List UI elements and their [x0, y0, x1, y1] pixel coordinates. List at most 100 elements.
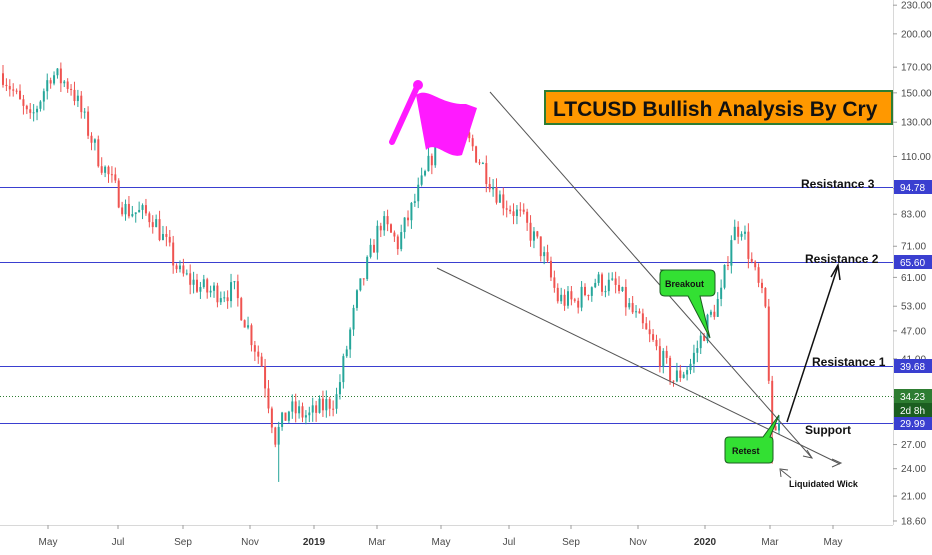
candle-body — [342, 356, 345, 383]
candle-body — [655, 339, 658, 347]
candle-body — [138, 209, 141, 213]
candle-body — [267, 388, 270, 409]
candle-body — [539, 236, 542, 257]
candle-body — [253, 345, 256, 352]
candle-body — [713, 311, 716, 317]
price-tick-label: 83.00 — [901, 210, 926, 221]
candle-body — [635, 311, 638, 313]
price-tick-label: 230.00 — [901, 1, 932, 12]
candle-body — [46, 80, 49, 92]
candle-body — [63, 81, 66, 84]
candle-body — [192, 279, 195, 285]
candle-body — [131, 214, 134, 217]
candle-body — [196, 279, 198, 292]
candle-body — [390, 224, 392, 233]
candle-body — [686, 370, 689, 375]
flag-cloth — [416, 92, 477, 156]
candle-body — [233, 281, 236, 283]
price-tag-value: 65.60 — [900, 258, 925, 269]
candle-body — [485, 163, 488, 185]
candle-body — [590, 287, 593, 296]
candle-body — [682, 374, 685, 378]
candle-body — [151, 222, 154, 228]
time-axis[interactable]: May Jul Sep Nov 2019 Mar May Jul Sep Nov 2020 Mar Ma… — [39, 525, 843, 548]
candle-body — [536, 231, 539, 237]
candle-body — [134, 212, 137, 215]
price-tick-label: 53.00 — [901, 302, 926, 313]
candle-body — [407, 217, 410, 221]
candle-body — [560, 294, 563, 302]
candle-body — [543, 252, 546, 257]
candle-body — [641, 313, 644, 324]
candle-body — [754, 261, 757, 268]
candle-body — [410, 202, 413, 221]
candle-body — [424, 171, 427, 176]
price-tick-label: 24.00 — [901, 464, 926, 475]
candle-body — [699, 335, 702, 349]
candle-body — [631, 303, 634, 313]
candle-body — [512, 211, 515, 216]
candle-body — [148, 213, 151, 223]
candle-body — [505, 208, 508, 210]
candle-body — [740, 233, 743, 237]
candle-body — [264, 366, 267, 389]
candle-body — [549, 260, 552, 278]
candle-body — [39, 101, 42, 109]
candle-body — [529, 222, 532, 241]
candle-body — [338, 382, 341, 395]
price-tick-label: 200.00 — [901, 29, 932, 40]
candle-body — [311, 405, 314, 413]
candle-body — [570, 291, 573, 300]
candle-body — [709, 311, 712, 315]
candle-body — [369, 244, 372, 257]
candle-body — [628, 303, 631, 308]
price-tick-label: 18.60 — [901, 516, 926, 527]
target-arrowhead — [830, 262, 841, 281]
candle-body — [366, 256, 369, 279]
breakout-label: Breakout — [665, 279, 704, 289]
wick-leader-line — [780, 469, 792, 479]
candle-body — [645, 323, 648, 330]
candle-body — [386, 216, 389, 225]
flag-pole — [389, 82, 421, 145]
candle-body — [566, 291, 569, 306]
retest-label: Retest — [732, 446, 760, 456]
time-tick-label: 2020 — [694, 537, 717, 548]
candle-body — [104, 166, 107, 173]
price-tick-label: 61.00 — [901, 273, 926, 284]
breakout-callout — [659, 269, 716, 339]
candle-body — [760, 282, 763, 289]
candle-body — [352, 307, 355, 330]
candle-body — [2, 73, 4, 85]
candle-body — [743, 231, 746, 234]
candle-body — [468, 132, 471, 139]
candle-body — [335, 394, 338, 409]
candle-body — [764, 288, 767, 307]
price-tag-bg — [894, 180, 932, 194]
candle-body — [90, 135, 93, 143]
candle-body — [757, 267, 760, 283]
candle-body — [230, 282, 233, 302]
candle-body — [349, 329, 352, 350]
candle-body — [556, 287, 559, 302]
candle-body — [70, 88, 73, 90]
candle-body — [767, 306, 770, 381]
candle-body — [199, 287, 202, 292]
candle-body — [209, 290, 212, 293]
liquidated-wick-label: Liquidated Wick — [789, 479, 859, 489]
candle-body — [393, 232, 396, 237]
candle-body — [618, 284, 621, 292]
candle-body — [80, 95, 83, 113]
candle-body — [532, 231, 535, 241]
candle-body — [750, 258, 753, 262]
candle-body — [76, 95, 79, 102]
candle-body — [12, 89, 15, 91]
price-tick-label: 71.00 — [901, 242, 926, 253]
countdown-tag-bg — [894, 403, 932, 417]
candle-body — [73, 89, 76, 102]
candle-body — [372, 244, 375, 253]
candle-body — [580, 286, 583, 308]
time-tick-label: Nov — [241, 537, 259, 548]
